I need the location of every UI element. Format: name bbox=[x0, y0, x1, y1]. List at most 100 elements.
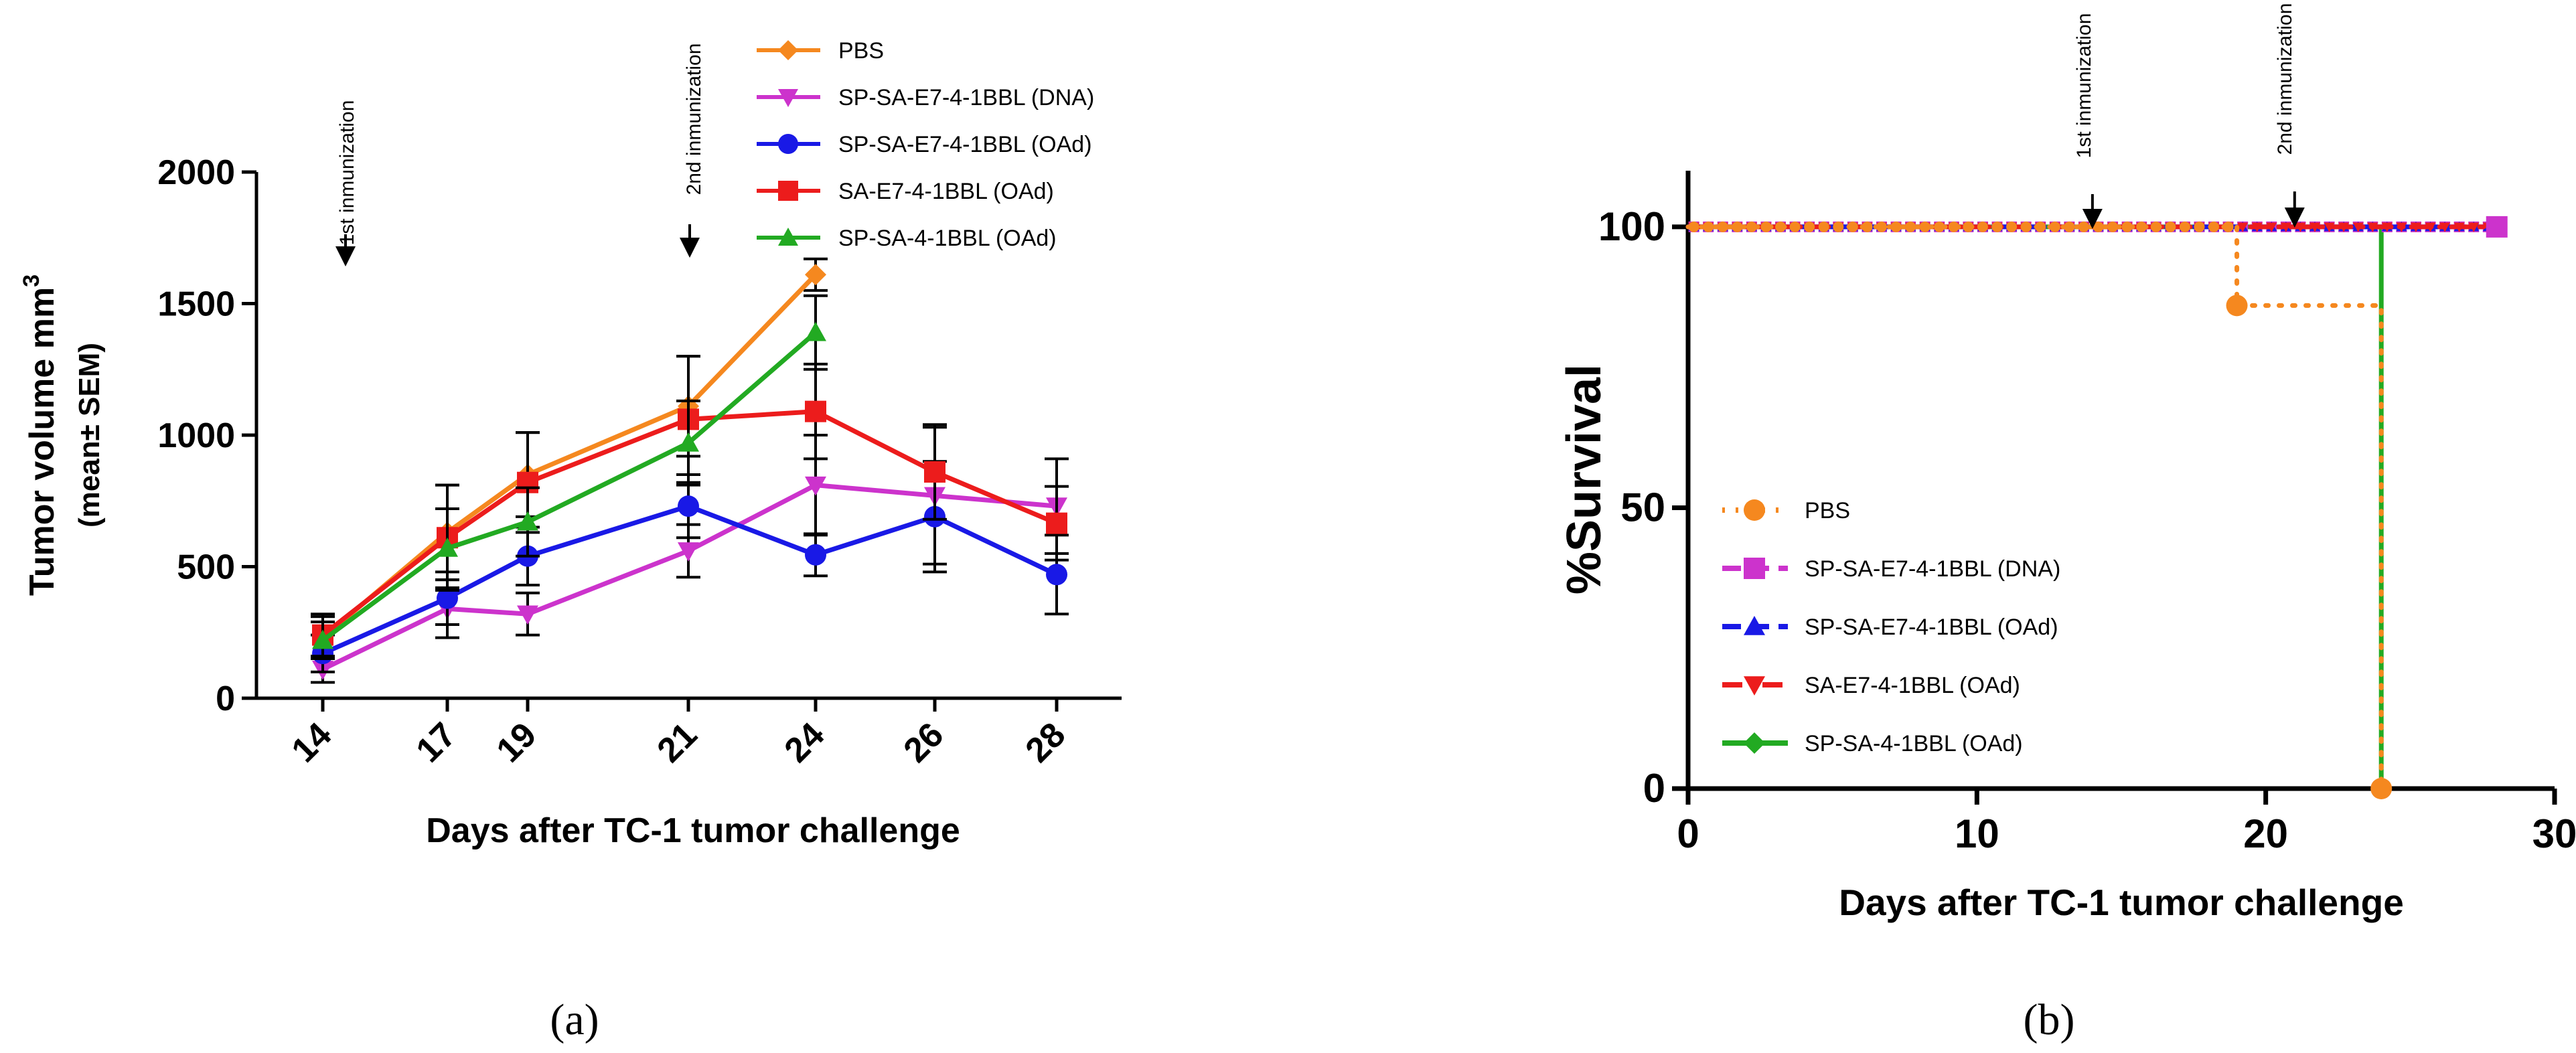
annotation-arrow-2nd-head bbox=[680, 238, 700, 258]
censor-mark bbox=[1876, 221, 1887, 232]
censor-mark bbox=[2006, 221, 2018, 232]
censor-mark bbox=[2020, 221, 2032, 232]
censor-mark bbox=[2324, 222, 2335, 232]
censor-mark bbox=[1963, 221, 1974, 232]
y-tick-label: 50 bbox=[1620, 485, 1665, 530]
y-tick-label: 100 bbox=[1598, 204, 1665, 249]
data-point bbox=[805, 476, 826, 496]
censor-mark bbox=[2251, 222, 2263, 232]
panel-b-survival-chart: 0 50 100 0 10 20 30 Days after TC-1 tumor chall… bbox=[1558, 3, 2576, 1044]
data-point bbox=[924, 461, 945, 483]
y-axis-title-main: Tumor volume mm bbox=[23, 287, 62, 596]
y-tick-label: 0 bbox=[1643, 766, 1665, 811]
legend-label: PBS bbox=[838, 38, 884, 64]
series-line bbox=[321, 331, 818, 643]
legend-label: SP-SA-E7-4-1BBL (DNA) bbox=[838, 85, 1094, 110]
legend: PBS SP-SA-E7-4-1BBL (DNA) SP-SA-E7-4-1BBL … bbox=[757, 38, 1094, 251]
legend-swatch-marker bbox=[778, 40, 798, 60]
censor-mark bbox=[2410, 222, 2421, 232]
censor-mark bbox=[1703, 221, 1714, 232]
data-point bbox=[805, 400, 826, 422]
censor-mark bbox=[2064, 221, 2075, 232]
censor-mark bbox=[1746, 221, 1757, 232]
annotation-2nd-immunization: 2nd inmunization bbox=[683, 44, 705, 195]
censor-mark bbox=[2381, 222, 2393, 232]
data-point bbox=[312, 629, 333, 649]
censor-mark bbox=[2352, 222, 2364, 232]
legend-swatch-marker bbox=[1744, 732, 1765, 754]
data-point bbox=[805, 544, 826, 566]
y-axis-title: Tumor volume mm3 bbox=[19, 274, 62, 596]
legend-label: SP-SA-E7-4-1BBL (OAd) bbox=[838, 132, 1092, 157]
censor-mark bbox=[2208, 221, 2220, 232]
censor-mark bbox=[1833, 221, 1844, 232]
x-tick-label: 21 bbox=[650, 715, 705, 770]
legend-label: SP-SA-E7-4-1BBL (OAd) bbox=[1805, 615, 2058, 640]
censor-mark bbox=[2035, 221, 2046, 232]
x-tick-label: 28 bbox=[1018, 715, 1073, 770]
x-tick-label: 24 bbox=[777, 715, 832, 770]
y-axis-title-superscript: 3 bbox=[19, 274, 44, 287]
annotation-arrow-1st-head bbox=[2082, 209, 2103, 229]
x-tick-label: 14 bbox=[285, 715, 339, 770]
legend-label: SA-E7-4-1BBL (OAd) bbox=[1805, 673, 2020, 698]
data-point bbox=[2486, 216, 2508, 238]
x-tick-label: 10 bbox=[1955, 811, 1999, 856]
legend-swatch-marker bbox=[778, 228, 798, 246]
censor-mark bbox=[1804, 221, 1815, 232]
censor-mark bbox=[2165, 221, 2176, 232]
legend-swatch-marker bbox=[778, 181, 798, 201]
censor-mark bbox=[1977, 221, 1988, 232]
x-tick-label: 20 bbox=[2243, 811, 2288, 856]
annotation-1st-immunization: 1st inmunization bbox=[336, 100, 358, 246]
annotation-arrow-1st-head bbox=[335, 246, 356, 266]
censor-mark bbox=[2194, 221, 2205, 232]
censor-mark bbox=[2121, 221, 2133, 232]
data-point bbox=[678, 542, 699, 562]
y-tick-label: 1500 bbox=[157, 285, 235, 324]
series-line bbox=[1685, 224, 2384, 791]
y-axis-title: %Survival bbox=[1558, 364, 1611, 594]
y-tick-label: 500 bbox=[177, 548, 235, 587]
x-tick-label: 0 bbox=[1677, 811, 1699, 856]
data-point bbox=[517, 605, 538, 625]
censor-mark bbox=[1717, 221, 1728, 232]
legend-label: SP-SA-4-1BBL (OAd) bbox=[838, 226, 1057, 251]
y-axis-subtitle: (mean± SEM) bbox=[73, 343, 106, 528]
annotation-1st-immunization: 1st inmunization bbox=[2073, 13, 2095, 159]
data-point bbox=[437, 587, 458, 609]
legend-swatch-marker bbox=[778, 89, 798, 107]
censor-mark bbox=[2468, 222, 2480, 232]
x-tick-label: 19 bbox=[489, 715, 544, 770]
censor-mark bbox=[2150, 221, 2162, 232]
data-point bbox=[805, 264, 826, 286]
censor-mark bbox=[1919, 221, 1930, 232]
legend-swatch-marker bbox=[1744, 616, 1765, 635]
legend: PBS SP-SA-E7-4-1BBL (DNA) SP-SA-E7-4-1BBL … bbox=[1722, 498, 2060, 756]
panel-a-tumor-volume-chart: 0 500 1000 1500 2000 14 17 19 21 24 26 28 Days after… bbox=[19, 38, 1122, 1044]
censor-mark bbox=[1732, 221, 1743, 232]
series-sp-sa-4-1bbl-oad bbox=[311, 294, 828, 661]
x-axis-title: Days after TC-1 tumor challenge bbox=[426, 811, 960, 850]
data-point bbox=[678, 495, 699, 517]
data-point bbox=[678, 432, 699, 452]
censor-mark bbox=[2136, 221, 2147, 232]
censor-mark bbox=[2093, 221, 2104, 232]
series-line bbox=[1685, 224, 2384, 791]
censor-mark bbox=[2309, 222, 2320, 232]
x-tick-label: 30 bbox=[2532, 811, 2576, 856]
x-axis-title: Days after TC-1 tumor challenge bbox=[1839, 882, 2404, 923]
censor-mark bbox=[1789, 221, 1801, 232]
series-pbs bbox=[1685, 221, 2384, 791]
censor-mark bbox=[2280, 222, 2291, 232]
legend-swatch-marker bbox=[1744, 676, 1765, 696]
panel-label-a: (a) bbox=[550, 995, 599, 1044]
legend-label: PBS bbox=[1805, 498, 1850, 523]
legend-swatch-marker bbox=[1744, 558, 1765, 579]
annotation-2nd-immunization: 2nd inmunization bbox=[2274, 3, 2296, 155]
censor-mark bbox=[2439, 222, 2451, 232]
data-point bbox=[1046, 512, 1067, 534]
legend-label: SP-SA-4-1BBL (OAd) bbox=[1805, 731, 2023, 756]
censor-mark bbox=[1948, 221, 1959, 232]
